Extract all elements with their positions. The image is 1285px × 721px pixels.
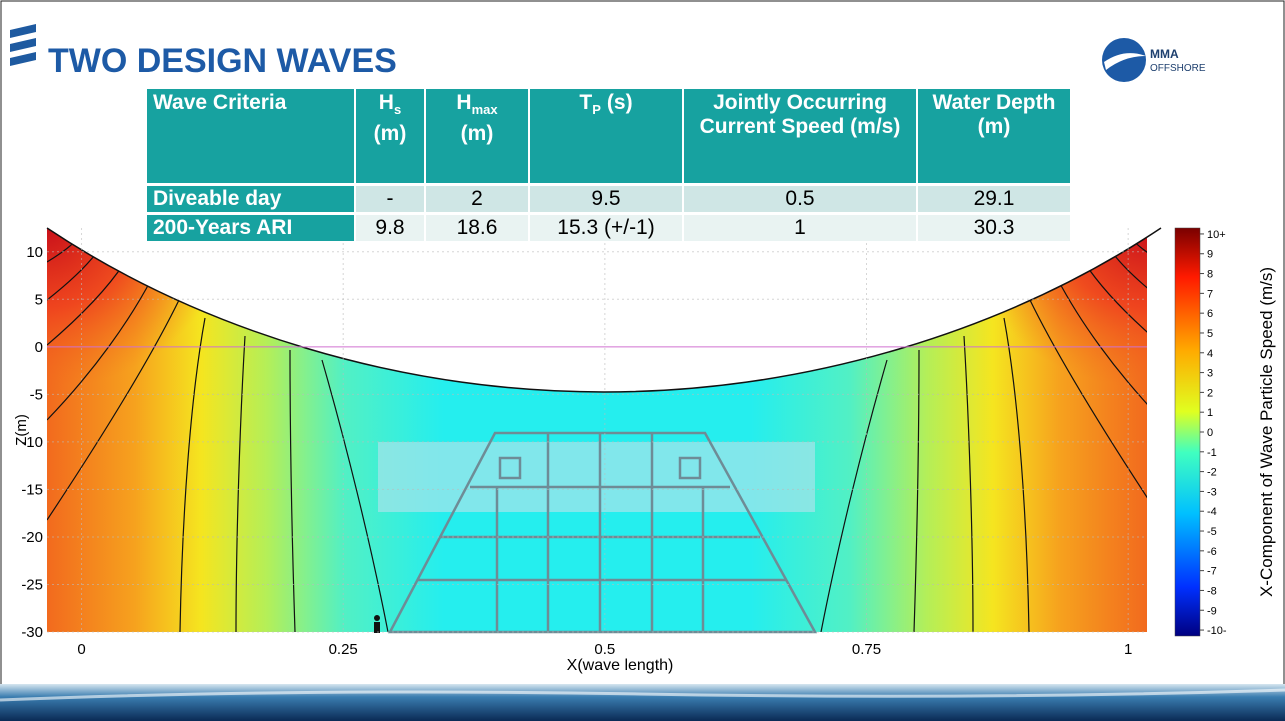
- header-text: Water Depth (m): [932, 91, 1056, 138]
- data-cell: 9.5: [530, 186, 682, 212]
- data-cell: 9.8: [356, 215, 424, 241]
- data-cell: 15.3 (+/-1): [530, 215, 682, 241]
- colorbar-tick-label: 3: [1207, 368, 1213, 380]
- wave-crest: [0, 688, 1285, 702]
- colorbar-tick-label: -1: [1207, 447, 1217, 459]
- colorbar-tick-label: 1: [1207, 407, 1213, 419]
- y-tick-label: 10: [26, 244, 43, 261]
- x-tick-label: 1: [1124, 641, 1132, 658]
- x-tick-label: 0: [77, 641, 85, 658]
- colorbar-tick-label: 4: [1207, 348, 1213, 360]
- colorbar-tick-label: 8: [1207, 269, 1213, 281]
- x-axis-label: X(wave length): [567, 657, 674, 674]
- colorbar: [1174, 227, 1201, 637]
- colorbar-tick-label: -2: [1207, 467, 1217, 479]
- colorbar-tick-label: 0: [1207, 427, 1213, 439]
- header-row: Wave Criteria Hs (m) Hmax (m) TP (s) Jointly Oc…: [147, 89, 1070, 183]
- colorbar-tick-label: -8: [1207, 585, 1217, 597]
- ocean-banner: [0, 684, 1285, 721]
- data-cell: 29.1: [918, 186, 1070, 212]
- y-axis-label: Z(m): [13, 414, 30, 446]
- header-subscript: P: [592, 102, 601, 118]
- colorbar-tick-label: 6: [1207, 308, 1213, 320]
- colorbar-tick-label: -4: [1207, 506, 1217, 518]
- header-cell: TP (s): [530, 89, 682, 183]
- colorbar-tick-label: 5: [1207, 328, 1213, 340]
- y-tick-label: 5: [35, 291, 43, 308]
- colorbar-tick-label: 2: [1207, 387, 1213, 399]
- header-text: T: [579, 91, 593, 114]
- y-tick-label: -15: [21, 481, 43, 498]
- colorbar-tick-label: -7: [1207, 566, 1217, 578]
- x-tick-label: 0.25: [329, 641, 358, 658]
- free-surface: [46, 227, 1162, 393]
- header-unit: (m): [460, 122, 494, 146]
- colorbar-tick-label: 9: [1207, 249, 1213, 261]
- logo-name: MMA: [1150, 47, 1179, 61]
- header-text: Wave Criteria: [153, 91, 287, 114]
- header-cell: Jointly Occurring Current Speed (m/s): [684, 89, 916, 183]
- colorbar-tick-label: -9: [1207, 605, 1217, 617]
- header-cell: Water Depth (m): [918, 89, 1070, 183]
- logo-sub: OFFSHORE: [1150, 63, 1206, 74]
- colorbar-label: X-Component of Wave Particle Speed (m/s): [1257, 267, 1276, 597]
- header-cell: Hmax (m): [426, 89, 528, 183]
- y-tick-label: -25: [21, 576, 43, 593]
- colorbar-tick-label: 7: [1207, 288, 1213, 300]
- y-tick-label: 0: [35, 339, 43, 356]
- header-text: H: [378, 91, 394, 114]
- y-tick-label: -20: [21, 529, 43, 546]
- design-wave-table: Wave Criteria Hs (m) Hmax (m) TP (s) Jointly Oc…: [145, 86, 1072, 244]
- header-cell: Hs (m): [356, 89, 424, 183]
- header-subscript: s: [393, 102, 402, 118]
- colorbar-tick-label: -3: [1207, 486, 1217, 498]
- data-row: Diveable day -2 9.5 0.5 29.1: [147, 186, 1070, 212]
- header-unit: (s): [606, 91, 633, 114]
- structure: [378, 431, 818, 634]
- row-label: 200-Years ARI: [147, 215, 354, 241]
- colorbar-tick-label: 10+: [1207, 229, 1226, 241]
- figure-icon: [374, 615, 380, 633]
- logo: MMA OFFSHORE: [1102, 38, 1206, 82]
- header-cell: Wave Criteria: [147, 89, 354, 183]
- x-tick-label: 0.75: [852, 641, 881, 658]
- data-cell: 30.3: [918, 215, 1070, 241]
- x-tick-label: 0.5: [594, 641, 615, 658]
- data-cell: 1: [684, 215, 916, 241]
- data-cell: 18.6: [426, 215, 528, 241]
- header-text: Jointly Occurring Current Speed (m/s): [699, 91, 901, 138]
- data-cell: 2: [426, 186, 528, 212]
- y-tick-label: -5: [30, 386, 43, 403]
- brand-icon: [10, 24, 36, 66]
- header-subscript: max: [471, 102, 498, 118]
- data-cell: -: [356, 186, 424, 212]
- data-row: 200-Years ARI 9.8 18.6 15.3 (+/-1) 1 30.3: [147, 215, 1070, 241]
- row-label: Diveable day: [147, 186, 354, 212]
- y-tick-label: -30: [21, 624, 43, 641]
- colorbar-tick-label: -10-: [1207, 625, 1227, 637]
- data-cell: 0.5: [684, 186, 916, 212]
- slide-title: TWO DESIGN WAVES: [48, 42, 397, 80]
- header-unit: (m): [373, 122, 407, 146]
- colorbar-tick-label: -6: [1207, 546, 1217, 558]
- y-tick-label: -10: [21, 434, 43, 451]
- header-text: H: [456, 91, 472, 114]
- colorbar-tick-label: -5: [1207, 526, 1217, 538]
